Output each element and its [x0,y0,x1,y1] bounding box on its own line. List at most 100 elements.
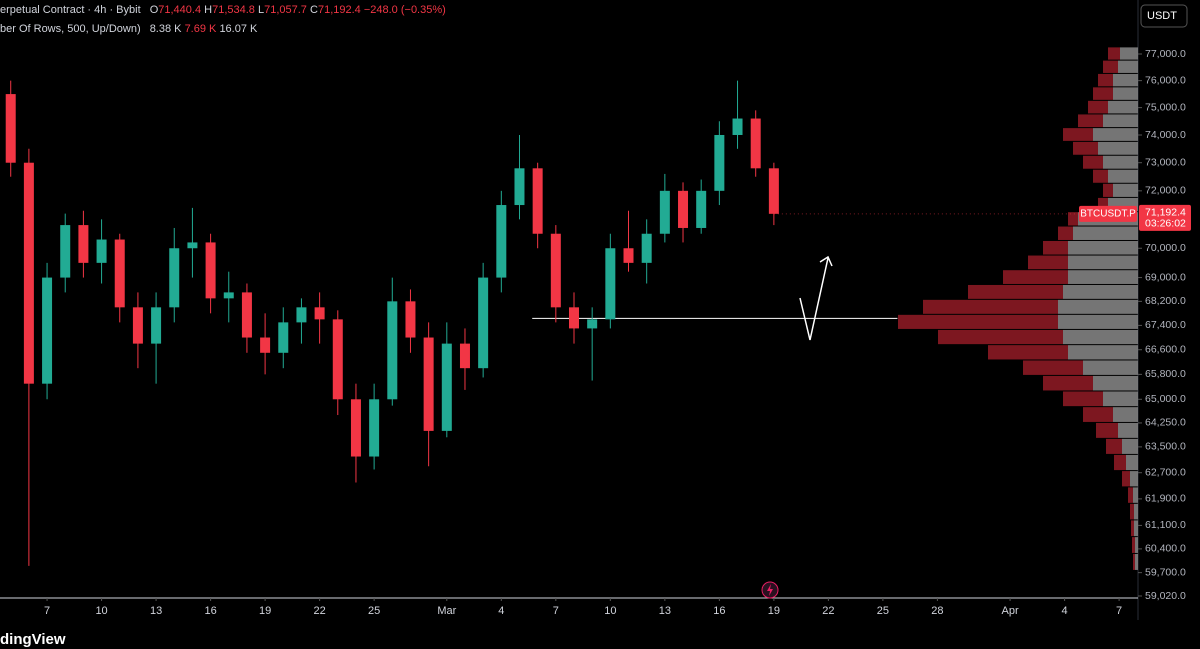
volume-up-bar [1063,329,1138,345]
candle-body [478,277,489,369]
symbol-tag [1079,205,1137,222]
candle-body [151,307,162,344]
volume-down-bar [988,345,1068,360]
candle-body [496,205,507,278]
candle-body [605,248,616,320]
volume-down-bar [1103,60,1118,73]
candle-body [96,239,107,263]
x-tick-label: 4 [498,605,504,617]
volume-up-bar [1126,454,1138,471]
candle-body [114,239,125,308]
footer-bar [0,620,1200,649]
volume-down-bar [938,329,1063,345]
volume-up-bar [1093,375,1138,391]
volume-up-bar [1133,487,1138,503]
candle-body [78,225,89,263]
y-tick-label: 62,700.0 [1145,466,1186,478]
x-tick-label: 28 [931,605,943,617]
candle-body [260,337,271,353]
volume-up-bar [1108,100,1138,114]
ohlc-key: H [204,4,213,16]
candle-body [205,242,216,299]
volume-down-bar [1088,100,1108,114]
volume-up-bar [1113,183,1138,197]
event-icon[interactable] [761,581,779,599]
volume-up-bar [1093,128,1138,141]
x-tick-label: 19 [259,605,271,617]
volume-down-bar [1063,128,1093,141]
volume-up-bar [1113,87,1138,100]
x-tick-label: 25 [877,605,889,617]
volume-up-bar [1068,270,1138,284]
ohlc-key: O [149,4,159,16]
volume-down-bar [1023,360,1083,375]
volume-up-bar [1118,60,1138,73]
volume-up-bar [1134,503,1138,520]
volume-down: 7.69 K [184,23,217,35]
ohlc-value: 71,057.7 [264,4,307,16]
volume-down-bar [1131,520,1134,537]
candle-body [350,399,361,457]
x-tick-label: Apr [1002,605,1019,617]
ohlc-value: 71,440.4 [158,4,202,16]
drawn-arrow [799,255,833,341]
volume-down-bar [1073,141,1098,155]
volume-down-bar [1093,87,1113,100]
volume-up-bar [1098,141,1138,155]
volume-up-bar [1120,47,1138,60]
volume-down-bar [1003,270,1068,284]
price-tag [1139,204,1191,231]
x-tick-label: 25 [368,605,380,617]
candle-body [42,277,53,384]
candle-body [296,307,307,323]
volume-up-bar [1063,284,1138,299]
currency-button[interactable] [1140,4,1188,28]
y-tick-label: 77,000.0 [1145,48,1186,60]
y-tick-label: 76,000.0 [1145,74,1186,86]
x-tick-label: 16 [204,605,216,617]
volume-up-bar [1113,407,1138,422]
x-tick-label: 10 [95,605,107,617]
candle-body [332,319,343,400]
arrow-path [799,257,829,341]
candle-body [659,190,670,234]
x-tick-label: 13 [659,605,671,617]
candle-body [5,94,16,163]
y-tick-label: 59,020.0 [1145,590,1186,602]
y-tick-label: 67,400.0 [1145,319,1186,331]
ohlc-key: L [257,4,265,16]
candle-body [678,190,689,228]
candle-body [278,322,289,353]
event-bolt[interactable] [767,584,773,596]
candle-body [132,307,143,344]
x-tick-label: Mar [437,605,456,617]
volume-up-bar [1068,240,1138,255]
volume-down-bar [1083,407,1113,422]
volume-down-bar [1058,226,1073,240]
volume-up-bar [1122,438,1138,454]
volume-up-bar [1135,553,1138,570]
volume-up-bar [1118,422,1138,438]
volume-up-bar [1073,226,1138,240]
volume-up-bar [1058,314,1138,329]
candle-body [387,301,398,400]
ohlc-value: 71,534.8 [212,4,255,16]
volume-down-bar [923,299,1058,314]
volume-down-bar [1114,454,1126,471]
volume-down-bar [1103,183,1113,197]
x-tick-label: 7 [553,605,559,617]
x-tick-label: 22 [313,605,325,617]
candle-body [169,248,180,308]
volume-up-bar [1068,345,1138,360]
volume-down-bar [1098,197,1108,212]
volume-down-bar [1068,212,1078,226]
y-tick-label: 66,600.0 [1145,344,1186,356]
volume-up-bar [1103,114,1138,128]
candle-body [587,319,598,329]
candle-body [187,242,198,249]
candle-body [696,190,707,228]
currency[interactable]: USDT [1147,10,1177,22]
y-tick-label: 59,700.0 [1145,566,1186,578]
candle-body [750,118,761,169]
symbol-tag-label: BTCUSDT.P [1080,208,1136,219]
